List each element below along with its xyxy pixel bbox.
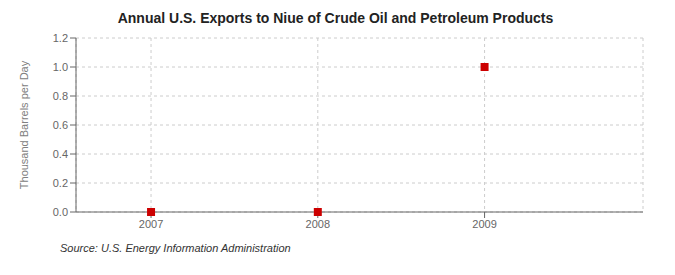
svg-text:1.2: 1.2: [53, 32, 68, 44]
svg-text:0.8: 0.8: [53, 90, 68, 102]
html-text:Source: U.S. Energy Informatio: Source: U.S. Energy Information Administ…: [60, 242, 291, 254]
html-text:Annual U.S. Exports to Niue of: Annual U.S. Exports to Niue of Crude Oil…: [117, 10, 554, 26]
svg-text:0.2: 0.2: [53, 177, 68, 189]
svg-text:0.4: 0.4: [53, 148, 68, 160]
svg-text:0.0: 0.0: [53, 206, 68, 218]
svg-text:2007: 2007: [139, 218, 163, 230]
svg-text:1.0: 1.0: [53, 61, 68, 73]
svg-text:Thousand Barrels per Day: Thousand Barrels per Day: [18, 60, 30, 189]
svg-text:0.6: 0.6: [53, 119, 68, 131]
svg-text:2008: 2008: [306, 218, 330, 230]
svg-text:2009: 2009: [472, 218, 496, 230]
